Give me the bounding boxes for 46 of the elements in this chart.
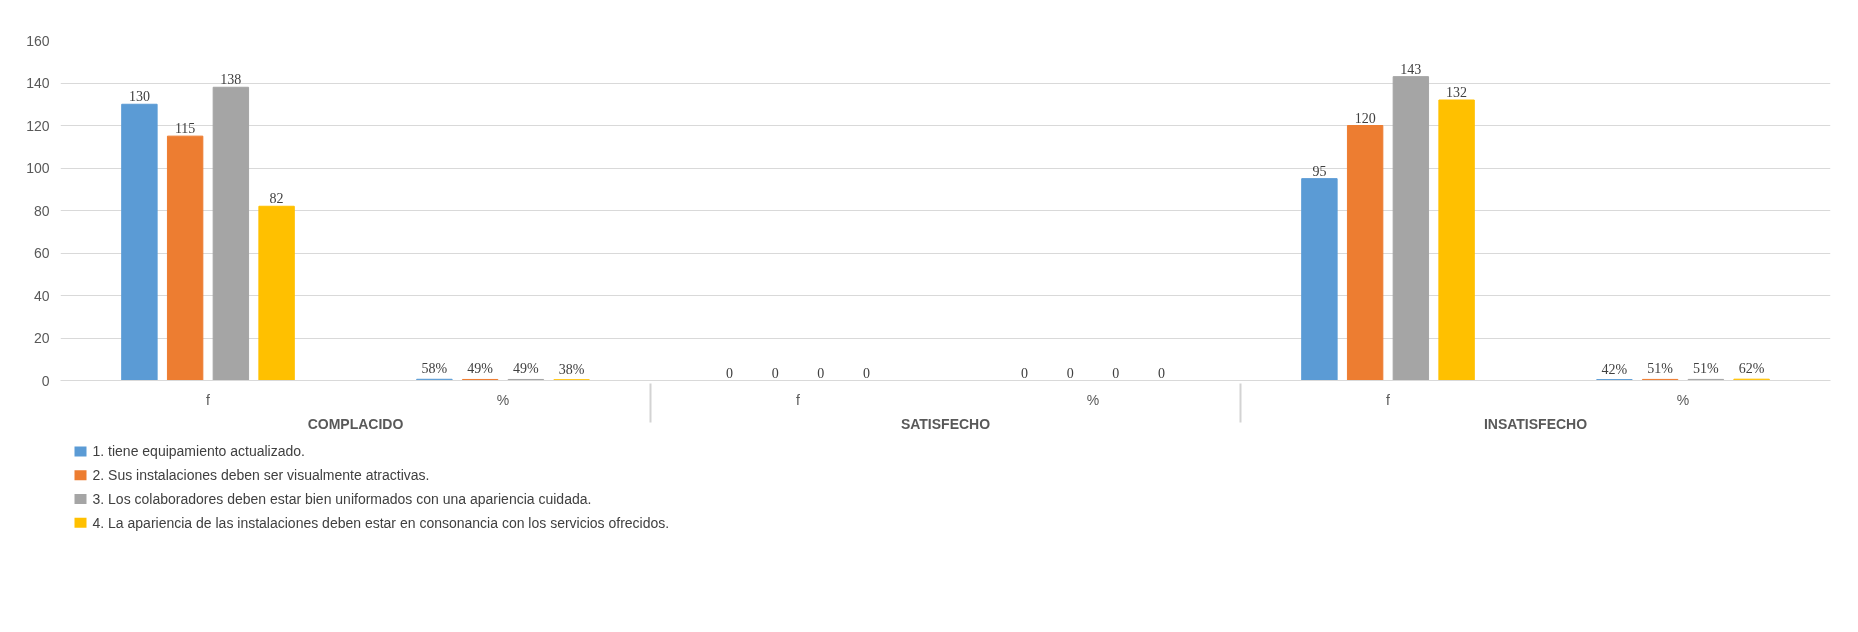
x-tick-label: % <box>1086 391 1100 408</box>
text: SATISFECHO <box>900 415 991 432</box>
data-label: 0 <box>1112 365 1120 381</box>
x-tick-label: f <box>796 391 801 408</box>
data-label: 0 <box>725 365 733 381</box>
data-label: 132 <box>1446 85 1468 100</box>
x-tick-label: f <box>206 391 211 408</box>
y-tick-label: 0 <box>41 372 50 389</box>
data-label: 115 <box>174 121 196 137</box>
y-tick-label: 60 <box>33 245 50 261</box>
text: INSATISFECHO <box>1483 415 1588 432</box>
y-tick-label: 20 <box>33 330 50 346</box>
data-label: 0 <box>1066 365 1074 381</box>
data-label: 51% <box>1693 361 1720 377</box>
legend-label: 2. Sus instalaciones deben ser visualmente atractivas. <box>92 467 430 484</box>
y-tick-label: 100 <box>26 160 50 176</box>
data-label: 0 <box>771 365 779 381</box>
y-tick-label: 160 <box>26 32 50 49</box>
data-label: 49% <box>513 361 540 377</box>
data-label: 95 <box>1312 163 1327 179</box>
x-tick-label: f <box>1386 391 1391 408</box>
data-label: 138 <box>220 72 242 88</box>
data-label: 130 <box>128 89 150 105</box>
x-tick-label: % <box>496 391 510 408</box>
data-label: 0 <box>1158 365 1166 381</box>
legend-label: 3. Los colaboradores deben estar bien uniformados con una apariencia cuidada. <box>92 490 592 507</box>
data-label: 82 <box>269 191 284 207</box>
data-label: 0 <box>863 365 871 381</box>
data-label: 42% <box>1601 361 1628 377</box>
data-label: 120 <box>1354 110 1376 126</box>
data-label: 62% <box>1738 361 1765 377</box>
data-label: 143 <box>1400 61 1422 77</box>
data-label: 38% <box>558 361 585 377</box>
y-tick-label: 80 <box>33 202 50 219</box>
y-tick-label: 40 <box>33 287 50 304</box>
x-tick-label: % <box>1676 391 1690 408</box>
text: COMPLACIDO <box>307 415 404 432</box>
data-label: 58% <box>421 361 448 377</box>
legend-label: 1. tiene equipamiento actualizado. <box>92 443 305 460</box>
data-label: 51% <box>1647 361 1674 377</box>
legend-label: 4. La apariencia de las instalaciones deben estar en consonancia con los servicios ofrecidos. <box>92 514 670 531</box>
y-tick-label: 120 <box>26 117 50 134</box>
y-tick-label: 140 <box>26 75 50 91</box>
data-label: 49% <box>467 361 494 377</box>
data-label: 0 <box>817 365 825 381</box>
data-label: 0 <box>1020 365 1028 381</box>
